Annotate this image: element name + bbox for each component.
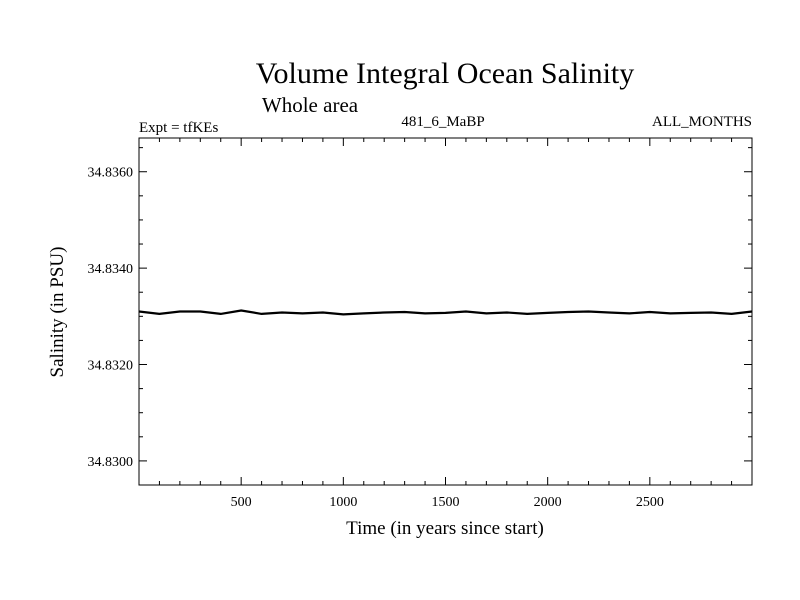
y-axis-label: Salinity (in PSU) [47, 247, 68, 378]
x-tick-label: 1500 [432, 495, 460, 510]
x-tick-label: 2000 [534, 495, 562, 510]
annotation-period: 481_6_MaBP [401, 114, 484, 130]
chart-title: Volume Integral Ocean Salinity [256, 57, 635, 90]
series-line [138, 309, 753, 316]
y-tick-label: 34.8360 [88, 166, 134, 181]
y-axis: 34.8300 34.8320 34.8340 34.8360 [88, 147, 752, 486]
x-axis-label: Time (in years since start) [346, 518, 544, 539]
x-tick-label: 1000 [329, 495, 357, 510]
annotation-experiment: Expt = tfKEs [139, 120, 218, 136]
x-tick-label: 2500 [636, 495, 664, 510]
y-tick-label: 34.8340 [88, 262, 134, 277]
y-tick-label: 34.8320 [88, 359, 134, 374]
y-tick-label: 34.8300 [88, 455, 134, 470]
chart-subtitle: Whole area [262, 93, 359, 117]
x-axis: 500 1000 1500 2000 2500 [158, 138, 733, 510]
plot-area [138, 137, 753, 486]
x-tick-label: 500 [231, 495, 252, 510]
annotation-months: ALL_MONTHS [652, 114, 752, 130]
